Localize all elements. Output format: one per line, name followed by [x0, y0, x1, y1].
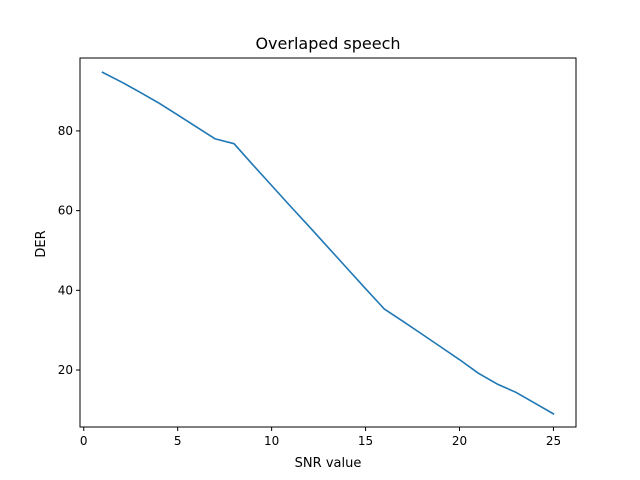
axes-frame: [79, 57, 577, 428]
x-tick-label: 5: [174, 434, 182, 448]
plot-area: [101, 71, 555, 415]
y-tick-label: 40: [58, 283, 73, 297]
chart-title: Overlaped speech: [255, 34, 400, 53]
y-tick-label: 80: [58, 124, 73, 138]
axes: 0 5 10 15 20 25 20 40 60 80: [58, 57, 577, 448]
x-axis-label: SNR value: [295, 456, 362, 471]
x-tick-label: 25: [546, 434, 561, 448]
x-tick-label: 20: [452, 434, 467, 448]
y-axis-label: DER: [34, 230, 49, 257]
x-tick-label: 0: [80, 434, 88, 448]
y-tick-label: 60: [58, 204, 73, 218]
y-tick-label: 20: [58, 363, 73, 377]
x-tick-label: 10: [264, 434, 279, 448]
series-line-0: [101, 71, 555, 415]
x-tick-label: 15: [358, 434, 373, 448]
